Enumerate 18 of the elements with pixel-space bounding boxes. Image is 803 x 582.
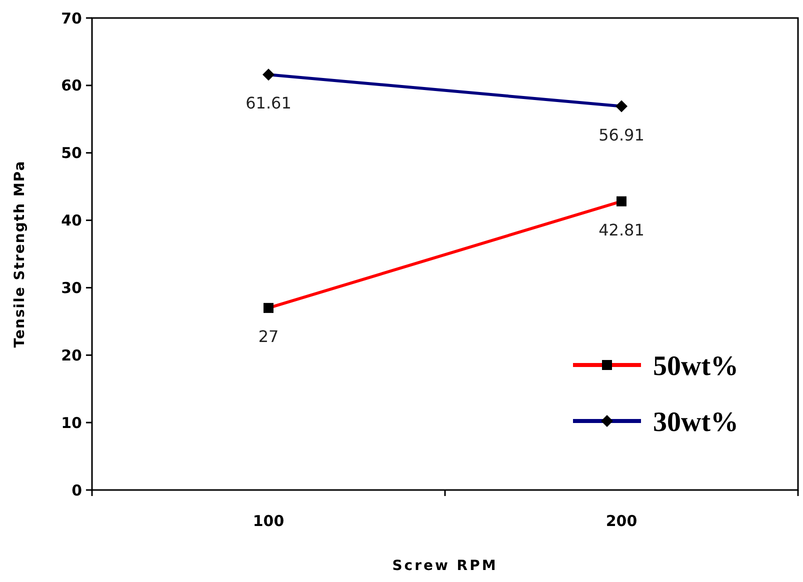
- data-label: 56.91: [598, 125, 644, 144]
- y-tick-label: 50: [61, 144, 82, 162]
- y-tick-label: 0: [72, 481, 82, 500]
- y-tick-label: 30: [61, 278, 82, 297]
- data-label: 42.81: [598, 220, 644, 240]
- y-tick-label: 40: [61, 212, 82, 230]
- legend-label: 30wt%: [653, 406, 739, 438]
- x-tick-label: 100: [252, 512, 284, 530]
- y-axis-title: Tensile Strength MPa: [12, 160, 28, 348]
- legend-label: 50wt%: [653, 350, 739, 382]
- y-tick-label: 70: [61, 9, 82, 28]
- data-label: 27: [258, 326, 279, 346]
- y-tick-label: 20: [61, 346, 82, 364]
- x-axis-title: Screw RPM: [392, 558, 498, 574]
- x-tick-label: 200: [606, 512, 638, 530]
- data-label: 61.61: [246, 94, 292, 113]
- y-tick-label: 60: [61, 76, 82, 95]
- y-tick-label: 10: [61, 414, 82, 432]
